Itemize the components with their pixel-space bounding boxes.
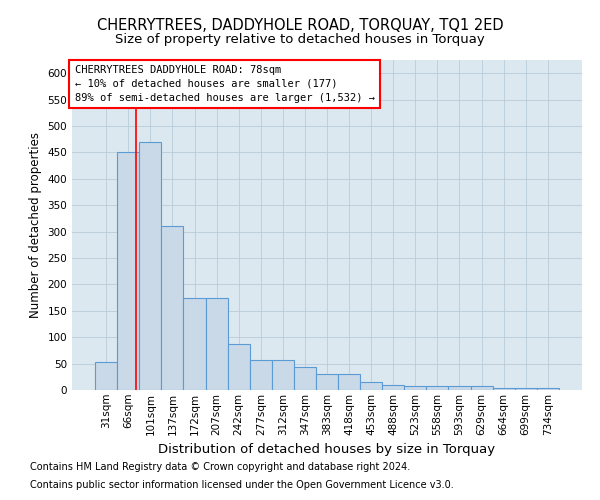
X-axis label: Distribution of detached houses by size in Torquay: Distribution of detached houses by size … [158,443,496,456]
Bar [95,362,117,390]
Text: CHERRYTREES, DADDYHOLE ROAD, TORQUAY, TQ1 2ED: CHERRYTREES, DADDYHOLE ROAD, TORQUAY, TQ… [97,18,503,32]
Bar [227,344,250,390]
Bar [448,386,470,390]
Y-axis label: Number of detached properties: Number of detached properties [29,132,42,318]
Bar [184,298,206,390]
Bar [206,298,227,390]
Bar [272,360,294,390]
Text: Contains HM Land Registry data © Crown copyright and database right 2024.: Contains HM Land Registry data © Crown c… [30,462,410,472]
Text: Size of property relative to detached houses in Torquay: Size of property relative to detached ho… [115,32,485,46]
Bar [515,388,537,390]
Bar [338,374,360,390]
Bar [427,386,448,390]
Bar [316,374,338,390]
Bar [360,382,382,390]
Text: CHERRYTREES DADDYHOLE ROAD: 78sqm
← 10% of detached houses are smaller (177)
89%: CHERRYTREES DADDYHOLE ROAD: 78sqm ← 10% … [74,65,374,103]
Bar [117,152,139,390]
Bar [139,142,161,390]
Bar [382,385,404,390]
Bar [537,388,559,390]
Bar [470,386,493,390]
Bar [161,226,184,390]
Bar [404,386,427,390]
Bar [294,368,316,390]
Bar [250,360,272,390]
Bar [493,388,515,390]
Text: Contains public sector information licensed under the Open Government Licence v3: Contains public sector information licen… [30,480,454,490]
